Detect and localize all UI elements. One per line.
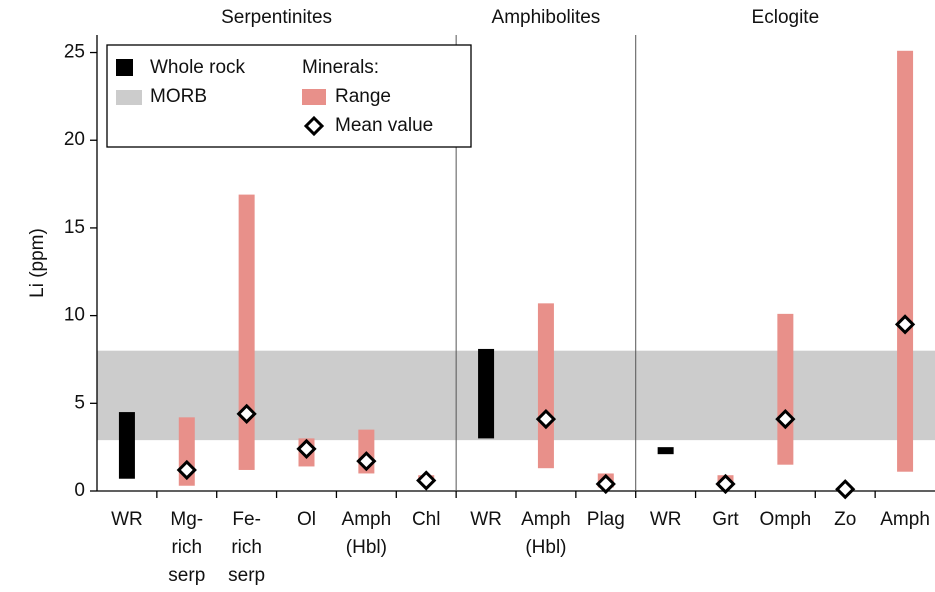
range-bar [478, 348, 495, 439]
x-tick-label: rich [231, 537, 262, 558]
mean-marker [894, 314, 916, 335]
y-tick-label: 0 [74, 480, 85, 501]
legend-title: Minerals: [302, 57, 379, 78]
x-tick-label: Omph [759, 509, 811, 530]
x-tick-label: rich [171, 537, 202, 558]
legend-label: MORB [150, 86, 207, 107]
range-bar [118, 412, 135, 479]
group-label: Serpentinites [221, 7, 332, 28]
x-tick-label: Amph [880, 509, 930, 530]
mean-marker [356, 451, 377, 472]
morb-band [97, 350, 935, 441]
x-tick-label: Mg- [170, 509, 203, 530]
range-bar [537, 303, 554, 469]
range-bar [897, 50, 914, 472]
x-tick-label: (Hbl) [346, 537, 387, 558]
x-tick-label: Fe- [232, 509, 261, 530]
x-tick-label: WR [111, 509, 143, 530]
range-bar [657, 447, 674, 455]
x-tick-label: Plag [587, 509, 625, 530]
x-tick-label: (Hbl) [525, 537, 566, 558]
legend-label: Range [335, 86, 391, 107]
mean-marker [535, 408, 557, 430]
mean-marker [595, 473, 616, 495]
mean-marker [296, 438, 317, 460]
mean-marker [176, 459, 197, 481]
range-bar [777, 313, 794, 465]
mean-marker [416, 470, 437, 491]
y-tick-label: 5 [74, 392, 85, 413]
mean-marker [835, 479, 856, 500]
legend-swatch [302, 89, 326, 105]
x-tick-label: serp [168, 565, 205, 586]
legend-label: Mean value [335, 115, 433, 136]
x-tick-label: Grt [712, 509, 739, 530]
x-tick-label: Amph [521, 509, 571, 530]
x-tick-label: Amph [342, 509, 392, 530]
x-tick-label: WR [470, 509, 502, 530]
range-bar [238, 194, 255, 470]
legend-label: Whole rock [150, 57, 246, 78]
y-tick-label: 20 [64, 129, 85, 150]
y-axis-label: Li (ppm) [27, 228, 48, 298]
y-tick-label: 10 [64, 305, 85, 326]
group-label: Eclogite [752, 7, 820, 28]
y-tick-label: 25 [64, 42, 85, 63]
group-label: Amphibolites [492, 7, 601, 28]
x-tick-label: Ol [297, 509, 316, 530]
x-tick-label: serp [228, 565, 265, 586]
y-tick-label: 15 [64, 217, 85, 238]
mean-marker [715, 473, 736, 495]
legend-box [106, 44, 472, 148]
legend-swatch [116, 90, 142, 105]
x-tick-label: Chl [412, 509, 441, 530]
legend-swatch [116, 59, 133, 76]
x-tick-label: Zo [834, 509, 856, 530]
legend-marker [303, 115, 325, 137]
mean-marker [775, 408, 796, 430]
x-tick-label: WR [650, 509, 682, 530]
mean-marker [236, 403, 257, 424]
